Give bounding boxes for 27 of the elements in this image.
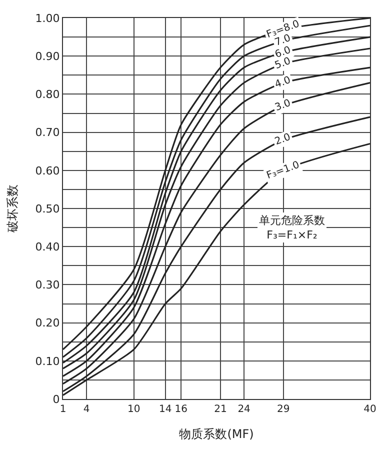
x-tick-label: 21: [214, 404, 227, 415]
x-tick-label: 29: [277, 404, 290, 415]
x-tick-label: 10: [127, 404, 140, 415]
x-tick-label: 16: [174, 404, 188, 415]
y-tick-label: 0.70: [35, 126, 60, 140]
series-label: 2.0: [273, 132, 292, 148]
y-tick-label: 0.90: [35, 50, 60, 63]
x-axis-title: 物质系数(MF): [179, 426, 254, 441]
y-tick-label: 0.80: [35, 88, 60, 102]
y-tick-label: 0.40: [35, 240, 60, 254]
y-tick-label: 1.00: [35, 12, 60, 25]
y-tick-label: 0: [52, 392, 60, 406]
x-tick-label: 1: [60, 404, 66, 415]
y-tick-label: 0.60: [35, 164, 60, 178]
y-tick-label: 0.30: [35, 278, 60, 292]
y-tick-label: 0.20: [35, 316, 60, 330]
annotation: 单元危险系数 F₃=F₁×F₂: [259, 214, 325, 242]
y-axis-title: 破坏系数: [6, 184, 20, 234]
y-tick-label: 0.10: [35, 354, 60, 368]
series-label: 4.0: [274, 74, 292, 91]
y-tick-label: 0.50: [35, 202, 60, 216]
series-label: 3.0: [274, 98, 292, 114]
x-tick-label: 40: [364, 404, 376, 415]
series-label: 5.0: [274, 56, 292, 72]
x-tick-label: 4: [83, 404, 90, 415]
x-tick-label: 14: [158, 404, 172, 415]
x-tick-label: 24: [238, 404, 250, 415]
